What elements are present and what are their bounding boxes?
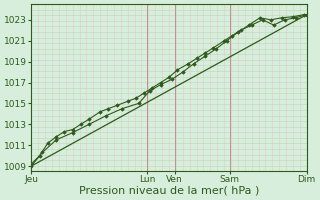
X-axis label: Pression niveau de la mer( hPa ): Pression niveau de la mer( hPa ) [79, 186, 259, 196]
